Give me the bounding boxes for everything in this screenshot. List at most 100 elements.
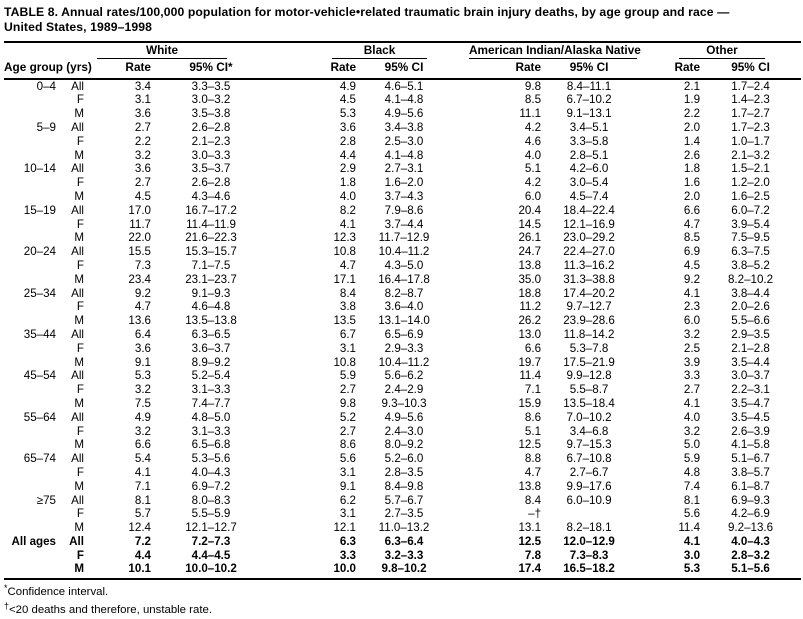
white-rate-cell: 23.4 (128, 272, 151, 286)
table-row: All ages All 7.2 7.2–7.3 6.3 6.3–6.4 12.… (4, 535, 801, 549)
table-row: ≥75 All 8.1 8.0–8.3 6.2 5.7–6.7 8.4 6.0–… (4, 494, 801, 508)
group-label-aian: American Indian/Alaska Native (469, 43, 641, 59)
sex-cell: F (76, 507, 84, 521)
age-group-cell (4, 231, 61, 245)
aian-ci-cell: 7.3–8.3 (569, 548, 609, 562)
age-group-cell: All ages (11, 534, 56, 548)
white-ci-cell: 6.5–6.8 (191, 438, 231, 452)
other-ci-cell: 1.2–2.0 (731, 176, 770, 190)
table-row: F 2.7 2.6–2.8 1.8 1.6–2.0 4.2 3.0–5.4 1.… (4, 176, 801, 190)
age-group-cell (4, 107, 61, 121)
aian-rate-cell: 24.7 (518, 245, 542, 259)
black-ci-cell: 7.9–8.6 (384, 203, 424, 217)
footnote-confidence-interval: *Confidence interval. (4, 582, 801, 600)
black-ci-cell: 8.4–9.8 (384, 479, 424, 493)
aian-ci-cell: 7.0–10.2 (566, 410, 612, 424)
other-ci-cell: 7.5–9.5 (731, 231, 770, 245)
age-group-cell (4, 176, 61, 190)
white-rate-cell: 4.1 (134, 465, 151, 479)
white-ci-cell: 5.5–5.9 (191, 507, 231, 521)
table-row: 55–64 All 4.9 4.8–5.0 5.2 4.9–5.6 8.6 7.… (4, 411, 801, 425)
sex-cell: F (76, 258, 84, 272)
black-ci-cell: 8.0–9.2 (384, 438, 424, 452)
white-rate-cell: 4.9 (134, 410, 151, 424)
sex-cell: F (76, 176, 84, 190)
aian-ci-cell: 3.3–5.8 (569, 134, 609, 148)
other-rate-cell: 4.1 (683, 396, 701, 410)
age-group-cell: 45–54 (23, 369, 56, 383)
aian-ci-cell: 18.4–22.4 (563, 203, 615, 217)
sex-cell: M (74, 355, 84, 369)
other-rate-cell: 2.3 (683, 300, 701, 314)
aian-ci-cell: 16.5–18.2 (541, 562, 638, 581)
aian-ci-cell: 23.0–29.2 (563, 231, 615, 245)
sex-cell: F (76, 93, 84, 107)
aian-ci-cell: 2.7–6.7 (569, 465, 609, 479)
other-rate-cell: 1.9 (683, 93, 701, 107)
other-ci-cell: 4.1–5.8 (731, 438, 770, 452)
table-row: M 7.1 6.9–7.2 9.1 8.4–9.8 13.8 9.9–17.6 … (4, 480, 801, 494)
sex-cell: All (71, 79, 84, 93)
white-ci-cell: 8.0–8.3 (191, 493, 231, 507)
sex-cell: All (71, 286, 84, 300)
black-rate-cell: 3.1 (339, 465, 357, 479)
black-ci-cell: 9.8–10.2 (356, 562, 453, 581)
black-rate-cell: 2.8 (339, 134, 357, 148)
sex-cell: M (74, 438, 84, 452)
other-ci-cell: 1.6–2.5 (731, 189, 770, 203)
table-row: M 7.5 7.4–7.7 9.8 9.3–10.3 15.9 13.5–18.… (4, 397, 801, 411)
white-ci-cell: 10.0–10.2 (151, 562, 272, 581)
black-rate-cell: 8.2 (339, 203, 357, 217)
age-group-cell (4, 466, 61, 480)
sex-cell: All (71, 452, 84, 466)
black-rate-cell: 4.0 (339, 189, 357, 203)
age-group-cell (4, 521, 61, 535)
age-group-cell (4, 190, 61, 204)
age-group-cell (4, 93, 61, 107)
sex-cell: M (61, 562, 84, 581)
black-rate-cell: 4.1 (339, 217, 357, 231)
table-row: M 13.6 13.5–13.8 13.5 13.1–14.0 26.2 23.… (4, 314, 801, 328)
age-group-cell: 10–14 (23, 162, 56, 176)
sex-cell: All (71, 493, 84, 507)
other-ci-cell: 5.1–6.7 (731, 452, 770, 466)
table-row: M 3.6 3.5–3.8 5.3 4.9–5.6 11.1 9.1–13.1 … (4, 107, 801, 121)
black-rate-cell: 2.9 (339, 162, 357, 176)
other-rate-cell: 1.8 (683, 162, 701, 176)
aian-ci-cell: 9.9–17.6 (566, 479, 612, 493)
other-rate-cell: 2.0 (683, 120, 701, 134)
sex-cell: F (76, 383, 84, 397)
aian-rate-cell: 20.4 (518, 203, 542, 217)
aian-ci-cell: 9.1–13.1 (566, 107, 612, 121)
other-rate-cell: 3.2 (683, 424, 701, 438)
white-ci-cell: 4.0–4.3 (191, 465, 231, 479)
footnote-text: Confidence interval. (7, 586, 109, 599)
sex-cell: M (74, 396, 84, 410)
other-ci-cell: 1.0–1.7 (731, 134, 770, 148)
black-rate-cell: 5.3 (339, 107, 357, 121)
black-rate-cell: 3.6 (339, 120, 357, 134)
white-rate-cell: 4.5 (134, 189, 151, 203)
white-rate-cell: 7.1 (134, 479, 151, 493)
aian-rate-cell: –† (528, 507, 542, 521)
aian-rate-cell: 17.4 (452, 562, 542, 581)
other-rate-cell: 4.0 (683, 410, 701, 424)
table-row: F 7.3 7.1–7.5 4.7 4.3–5.0 13.8 11.3–16.2… (4, 259, 801, 273)
black-rate-cell: 4.7 (339, 258, 357, 272)
black-rate-cell: 5.6 (339, 452, 357, 466)
other-ci-cell: 3.5–4.4 (731, 355, 770, 369)
other-rate-cell: 4.8 (683, 465, 701, 479)
white-ci-cell: 23.1–23.7 (185, 272, 237, 286)
aian-ci-cell: 23.9–28.6 (563, 314, 615, 328)
black-rate-cell: 3.1 (339, 341, 357, 355)
table-row: 15–19 All 17.0 16.7–17.2 8.2 7.9–8.6 20.… (4, 204, 801, 218)
black-ci-cell: 9.3–10.3 (381, 396, 427, 410)
black-rate-cell: 8.4 (339, 286, 357, 300)
table-row: F 11.7 11.4–11.9 4.1 3.7–4.4 14.5 12.1–1… (4, 218, 801, 232)
group-header-black: Black (271, 41, 453, 59)
sex-cell: M (74, 521, 84, 535)
other-rate-cell: 5.3 (637, 562, 701, 581)
other-rate-cell: 5.6 (683, 507, 701, 521)
table-row: 35–44 All 6.4 6.3–6.5 6.7 6.5–6.9 13.0 1… (4, 328, 801, 342)
sex-cell: M (74, 231, 84, 245)
